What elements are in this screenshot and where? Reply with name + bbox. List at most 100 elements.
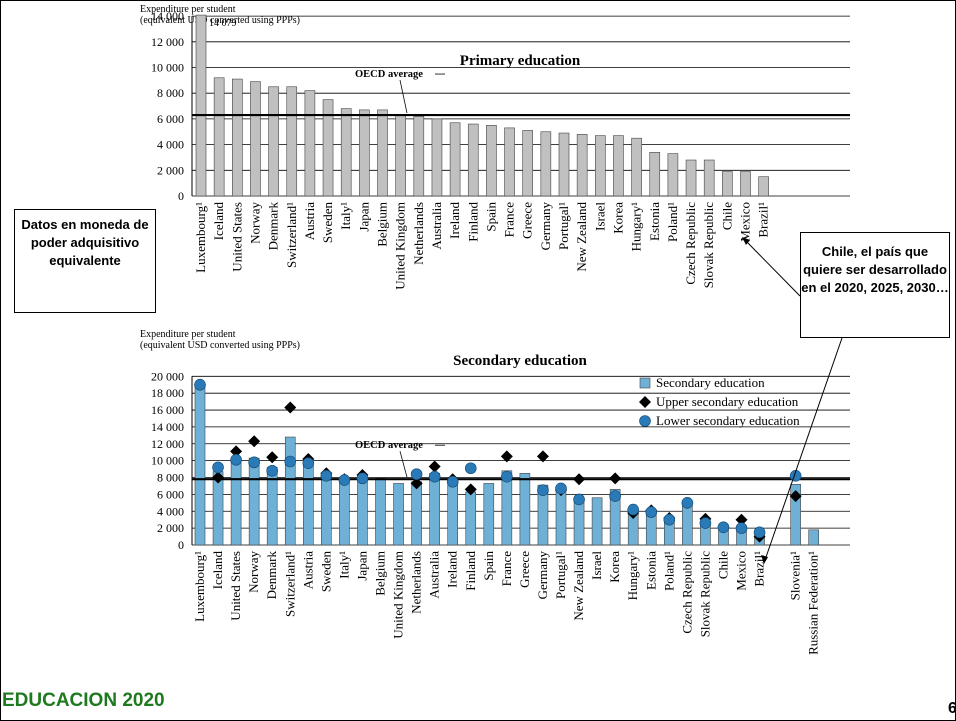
bar-2-13 xyxy=(429,473,440,546)
y-tick-label-2-2: 4 000 xyxy=(157,504,184,518)
x-tick-label-2-0: Luxembourg¹ xyxy=(192,551,207,622)
x-tick-label-2-2: United States xyxy=(228,551,243,621)
marker-2-circle-23 xyxy=(609,490,621,502)
x-tick-label-1-19: Germany xyxy=(538,202,553,251)
y-tick-label-2-10: 20 000 xyxy=(151,369,184,383)
note-box-chile-text: Chile, el país que quiere ser desarrolla… xyxy=(801,244,949,295)
x-tick-label-1-1: Iceland xyxy=(211,202,226,241)
marker-2-circle-4 xyxy=(266,464,279,477)
bar-1-3 xyxy=(250,81,261,197)
marker-2-circle-17 xyxy=(501,470,513,483)
bar-2-6 xyxy=(302,461,314,546)
bar-2-17 xyxy=(501,470,513,546)
marker-2-circle-30 xyxy=(735,522,748,534)
bar-1-26 xyxy=(667,153,679,197)
x-tick-label-1-14: Ireland xyxy=(447,202,462,239)
bar-2-20 xyxy=(555,487,567,546)
marker-2-diamond-15 xyxy=(464,483,477,496)
marker-2-circle-13 xyxy=(428,470,441,483)
page-number: 6 xyxy=(948,700,956,717)
bar-2-8 xyxy=(339,478,350,546)
bar-1-2 xyxy=(232,78,243,197)
x-tick-label-1-28: Slovak Republic xyxy=(701,202,716,289)
y-tick-label-2-3: 6 000 xyxy=(157,487,184,501)
x-tick-label-1-20: Portugal¹ xyxy=(556,202,571,250)
bar-2-2 xyxy=(230,459,242,546)
x-tick-label-1-0: Luxembourg¹ xyxy=(193,202,208,273)
x-tick-label-1-15: Finland xyxy=(465,202,480,242)
x-tick-label-1-30: Mexico xyxy=(738,202,753,242)
y-tick-label-2-5: 10 000 xyxy=(151,454,184,468)
x-tick-label-2-21: New Zealand xyxy=(571,551,586,621)
marker-2-diamond-13 xyxy=(428,460,441,473)
y-tick-label-1-6: 12 000 xyxy=(151,35,184,49)
x-tick-label-1-16: Spain xyxy=(483,202,498,232)
bar-2-11 xyxy=(393,483,404,546)
bar-1-7 xyxy=(322,99,334,197)
x-tick-label-1-27: Czech Republic xyxy=(683,202,698,285)
bar-1-20 xyxy=(558,132,570,197)
x-tick-label-2-9: Japan xyxy=(354,551,369,581)
bar-1-12 xyxy=(413,116,425,197)
chile-arrow-top-head xyxy=(742,237,750,245)
marker-2-circle-7 xyxy=(320,470,333,482)
x-tick-label-2-34: Russian Federation¹ xyxy=(806,551,821,655)
bar-2-18 xyxy=(519,473,531,546)
note-box-ppp: Datos en moneda de poder adquisitivo equ… xyxy=(14,209,156,313)
bar-1-14 xyxy=(449,122,461,197)
x-tick-label-1-6: Austria xyxy=(302,202,317,241)
y-axis-title-1-line-1: Expenditure per student xyxy=(140,4,236,15)
x-tick-label-1-3: Norway xyxy=(247,202,262,244)
x-tick-label-1-24: Hungary¹ xyxy=(629,202,644,251)
marker-2-circle-14 xyxy=(446,475,459,488)
bar-1-9 xyxy=(359,109,370,197)
x-tick-label-1-10: Belgium xyxy=(375,202,390,247)
x-tick-label-2-25: Estonia xyxy=(643,551,658,590)
bar-1-29 xyxy=(722,171,733,197)
bar-2-22 xyxy=(591,497,603,546)
chart-title-2: Secondary education xyxy=(453,353,587,369)
marker-2-circle-19 xyxy=(537,484,549,496)
oecd-average-arrow-1 xyxy=(399,79,408,114)
y-axis-title-1-line-2: (equivalent USD converted using PPPs) xyxy=(140,15,300,26)
bar-1-11 xyxy=(395,114,406,197)
bar-1-4 xyxy=(268,86,279,197)
bar-2-0 xyxy=(194,385,206,546)
bar-2-9 xyxy=(357,477,368,546)
x-tick-label-2-16: Spain xyxy=(481,551,496,581)
y-tick-label-2-6: 12 000 xyxy=(151,437,184,451)
x-tick-label-2-30: Mexico xyxy=(734,551,749,591)
chile-arrow-bottom xyxy=(764,337,843,561)
bar-2-5 xyxy=(284,436,296,546)
marker-2-circle-25 xyxy=(645,506,658,518)
bar-1-15 xyxy=(467,123,479,197)
x-tick-label-2-7: Sweden xyxy=(318,551,333,593)
x-tick-label-2-6: Austria xyxy=(300,551,315,590)
chart-title-1: Primary education xyxy=(460,53,581,69)
y-tick-label-1-3: 6 000 xyxy=(157,112,184,126)
x-tick-label-2-14: Ireland xyxy=(445,551,460,588)
x-tick-label-2-8: Italy¹ xyxy=(336,551,351,579)
marker-2-circle-15 xyxy=(464,462,477,475)
bar-1-25 xyxy=(649,152,661,197)
x-tick-label-2-33: Slovenia¹ xyxy=(788,551,803,600)
note-box-ppp-text: Datos en moneda de poder adquisitivo equ… xyxy=(21,217,149,268)
x-tick-label-1-2: United States xyxy=(229,202,244,272)
y-tick-label-1-2: 4 000 xyxy=(157,138,184,152)
footer-title: EDUCACION 2020 xyxy=(2,690,165,711)
bar-1-17 xyxy=(504,127,515,197)
bar-2-12 xyxy=(411,481,422,546)
marker-2-diamond-33 xyxy=(789,490,802,503)
marker-2-circle-12 xyxy=(410,468,423,480)
x-tick-label-2-29: Chile xyxy=(715,551,730,579)
y-tick-label-2-7: 14 000 xyxy=(151,420,184,434)
bar-1-27 xyxy=(685,159,697,197)
y-tick-label-2-8: 16 000 xyxy=(151,403,184,417)
bar-1-24 xyxy=(631,137,642,197)
legend-label-0: Secondary education xyxy=(656,375,765,390)
bar-1-21 xyxy=(576,134,588,197)
bar-1-13 xyxy=(431,118,443,197)
x-tick-label-2-20: Portugal¹ xyxy=(553,551,568,599)
marker-2-circle-8 xyxy=(338,474,351,486)
y-tick-label-1-5: 10 000 xyxy=(151,61,184,75)
